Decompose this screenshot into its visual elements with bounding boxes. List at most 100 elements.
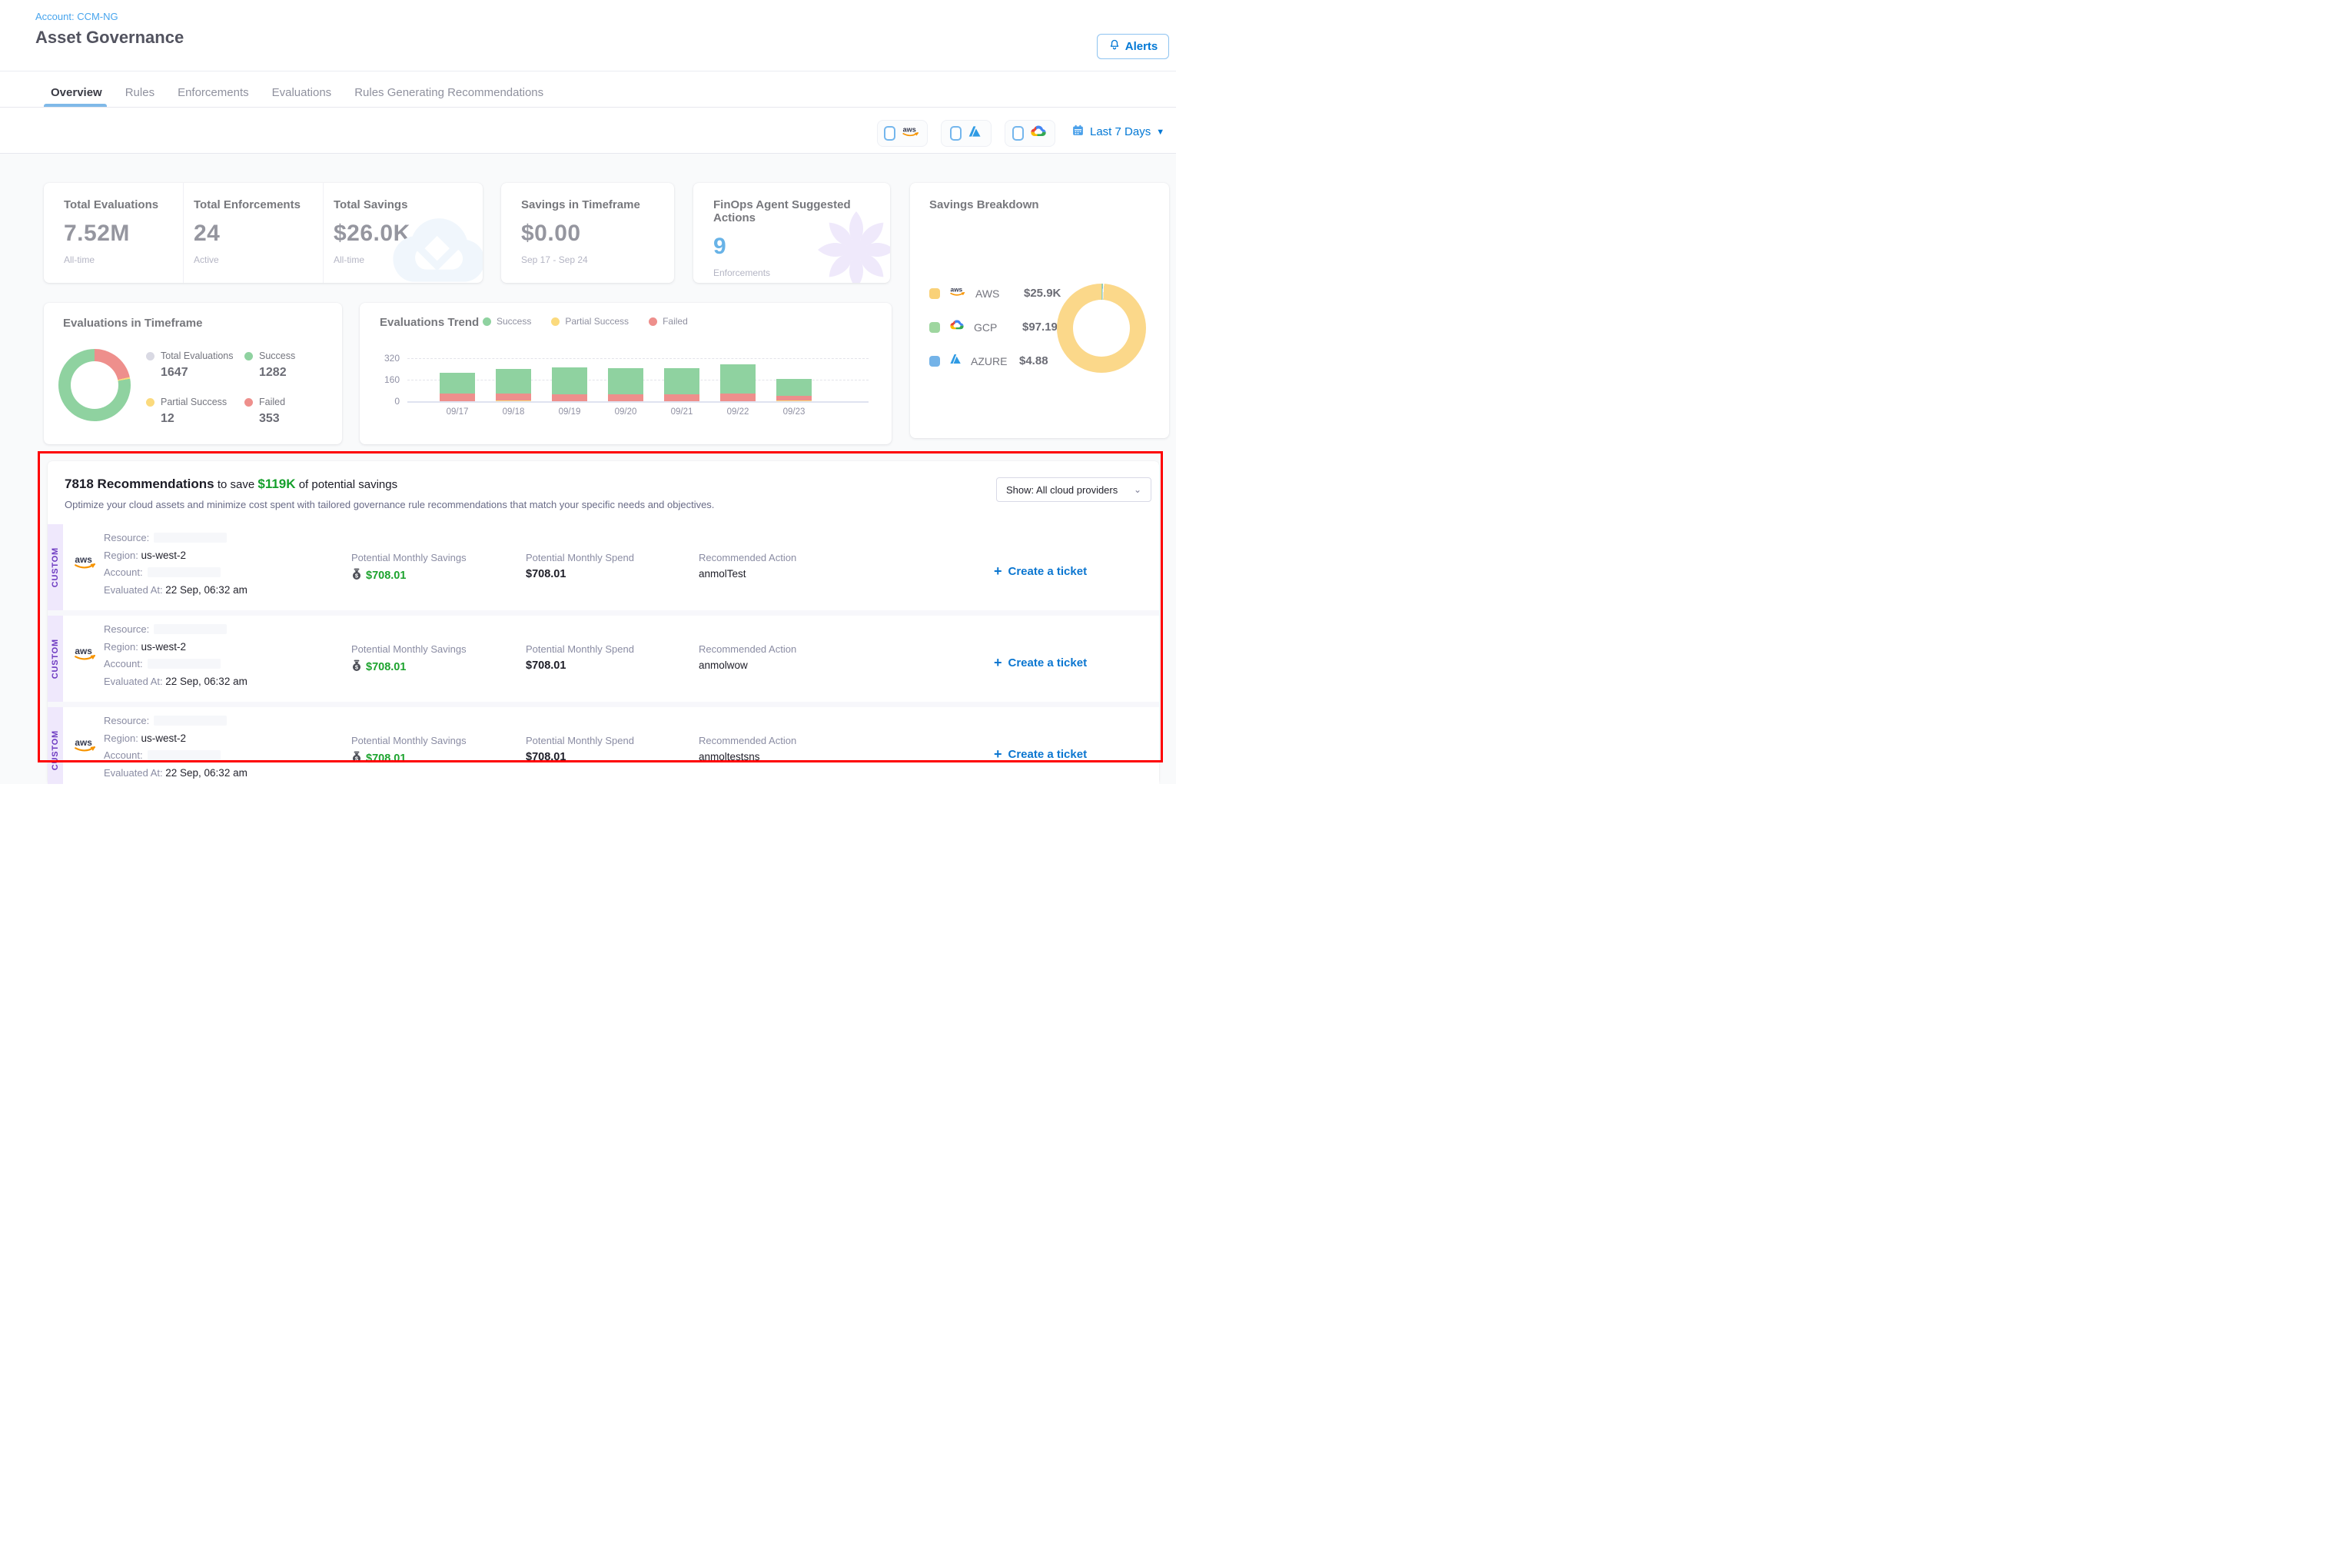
aws-swatch — [929, 288, 940, 299]
recommendation-row[interactable]: CUSTOM aws Resource: Region: us-west-2 A… — [48, 616, 1159, 702]
eval-legend-item: Partial Success 12 — [146, 397, 227, 426]
row-separator — [48, 610, 1159, 616]
page-title: Asset Governance — [35, 28, 184, 48]
asset-governance-page: Account: CCM-NG Asset Governance Alerts … — [0, 0, 1176, 784]
create-ticket-button[interactable]: + Create a ticket — [994, 656, 1087, 669]
aws-logo-icon: aws — [72, 736, 98, 758]
bar-segment-success — [608, 368, 643, 394]
eval-legend-item: Total Evaluations 1647 — [146, 350, 234, 380]
account-label: Account: — [104, 749, 143, 761]
total-enforcements-title: Total Enforcements — [194, 198, 301, 211]
potential-monthly-spend-value: $708.01 — [526, 568, 566, 580]
recommended-action-label: Recommended Action — [699, 552, 796, 563]
azure-amount: $4.88 — [1019, 354, 1048, 367]
region-value: us-west-2 — [141, 550, 186, 561]
tab-bar: Overview Rules Enforcements Evaluations … — [51, 79, 543, 105]
region-value: us-west-2 — [141, 733, 186, 744]
tab-overview[interactable]: Overview — [51, 86, 102, 99]
recommended-action-value: anmolTest — [699, 568, 746, 580]
total-enforcements-subtitle: Active — [194, 254, 301, 265]
total-savings-value: $26.0K — [334, 221, 410, 247]
recommended-action-label: Recommended Action — [699, 643, 796, 655]
summary-stats-card: Total Evaluations 7.52M All-time Total E… — [44, 183, 483, 283]
region-label: Region: — [104, 550, 138, 561]
tab-evaluations[interactable]: Evaluations — [272, 86, 332, 99]
potential-monthly-savings-value: $ $708.01 — [351, 751, 406, 766]
trend-bar-09/17 — [440, 373, 475, 401]
redacted-resource-value — [154, 533, 227, 543]
tab-rules[interactable]: Rules — [125, 86, 154, 99]
row-separator — [48, 702, 1159, 707]
aws-checkbox[interactable] — [884, 126, 895, 141]
account-breadcrumb[interactable]: Account: CCM-NG — [35, 11, 118, 22]
x-tick-09/22: 09/22 — [715, 407, 761, 417]
eval-legend-value: 353 — [259, 412, 285, 426]
aws-label: AWS — [975, 287, 1015, 300]
recommendation-row[interactable]: CUSTOM aws Resource: Region: us-west-2 A… — [48, 524, 1159, 610]
bar-segment-partial-success — [496, 400, 531, 401]
cloud-provider-filter-dropdown[interactable]: Show: All cloud providers ⌄ — [996, 477, 1151, 502]
potential-monthly-savings-label: Potential Monthly Savings — [351, 643, 467, 655]
evaluated-at-value: 22 Sep, 06:32 am — [165, 767, 247, 779]
total-evaluations-value: 7.52M — [64, 221, 158, 247]
bar-segment-failed — [664, 394, 699, 401]
savings-in-timeframe-title: Savings in Timeframe — [521, 198, 640, 211]
plus-icon: + — [994, 564, 1002, 578]
date-range-selector[interactable]: Last 7 Days ▼ — [1071, 124, 1164, 140]
resource-label: Resource: — [104, 623, 149, 635]
gcp-filter-chip[interactable] — [1005, 120, 1055, 147]
evaluations-trend-card: Evaluations Trend Success Partial Succes… — [360, 303, 892, 444]
bar-segment-success — [720, 364, 756, 393]
tab-rules-generating-recommendations[interactable]: Rules Generating Recommendations — [354, 86, 543, 99]
recommendation-row[interactable]: CUSTOM aws Resource: Region: us-west-2 A… — [48, 707, 1159, 784]
recommendations-count: 7818 Recommendations — [65, 477, 214, 491]
eval-legend-label: Partial Success — [161, 397, 227, 407]
cloud-provider-filter-label: Show: All cloud providers — [1006, 484, 1118, 496]
azure-filter-chip[interactable] — [941, 120, 992, 147]
money-bag-icon: $ — [351, 659, 362, 675]
alerts-button[interactable]: Alerts — [1097, 34, 1169, 59]
recommendations-save-prefix: to save — [218, 478, 254, 491]
savings-breakdown-legend-gcp: GCP $97.19 — [929, 319, 1058, 335]
gcp-swatch — [929, 322, 940, 333]
trend-bar-09/20 — [608, 368, 643, 401]
recommendations-panel: 7818 Recommendations to save $119K of po… — [48, 461, 1159, 784]
potential-monthly-spend-label: Potential Monthly Spend — [526, 643, 634, 655]
create-ticket-label: Create a ticket — [1008, 656, 1088, 669]
evaluated-at-value: 22 Sep, 06:32 am — [165, 676, 247, 687]
create-ticket-button[interactable]: + Create a ticket — [994, 747, 1087, 761]
eval-legend-value: 1282 — [259, 366, 295, 380]
aws-logo-icon: aws — [72, 553, 98, 575]
create-ticket-label: Create a ticket — [1008, 748, 1088, 761]
evaluated-at-label: Evaluated At: — [104, 584, 163, 596]
gcp-checkbox[interactable] — [1012, 126, 1024, 141]
evaluated-at-label: Evaluated At: — [104, 676, 163, 687]
azure-checkbox[interactable] — [950, 126, 962, 141]
trend-bar-09/19 — [552, 367, 587, 401]
potential-monthly-spend-value: $708.01 — [526, 751, 566, 763]
recommendations-savings-amount: $119K — [257, 477, 295, 491]
evaluated-at-label: Evaluated At: — [104, 767, 163, 779]
redacted-account-value — [148, 567, 221, 577]
plus-icon: + — [994, 747, 1002, 761]
total-enforcements-value: 24 — [194, 221, 301, 247]
svg-text:aws: aws — [75, 646, 92, 656]
tab-enforcements[interactable]: Enforcements — [178, 86, 249, 99]
tabs-divider — [0, 107, 1176, 108]
aws-filter-chip[interactable]: aws — [877, 120, 928, 147]
date-range-label: Last 7 Days — [1090, 125, 1151, 138]
evaluations-donut-chart — [58, 349, 131, 421]
recommendations-headline: 7818 Recommendations to save $119K of po… — [65, 477, 397, 492]
recommended-action-label: Recommended Action — [699, 735, 796, 746]
azure-label: AZURE — [971, 355, 1011, 367]
total-evaluations-dot-icon — [146, 352, 154, 360]
create-ticket-button[interactable]: + Create a ticket — [994, 564, 1087, 578]
savings-in-timeframe-value: $0.00 — [521, 221, 640, 247]
custom-tag-badge: CUSTOM — [48, 524, 63, 610]
bar-segment-success — [664, 368, 699, 394]
bar-segment-success — [776, 379, 812, 396]
potential-monthly-savings-label: Potential Monthly Savings — [351, 735, 467, 746]
calendar-icon — [1071, 124, 1085, 140]
stats-divider — [323, 183, 324, 283]
potential-monthly-savings-value: $ $708.01 — [351, 659, 406, 675]
